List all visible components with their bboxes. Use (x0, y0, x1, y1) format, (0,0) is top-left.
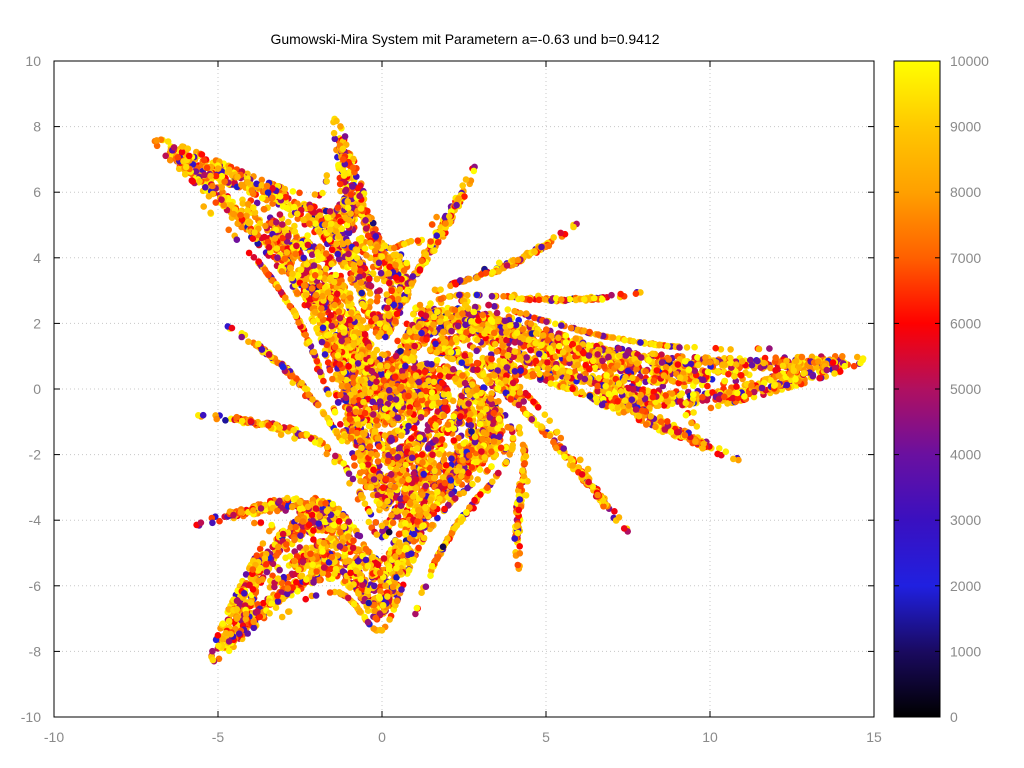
data-point (408, 238, 415, 245)
data-point (372, 519, 379, 526)
data-point (357, 533, 364, 540)
data-point (332, 136, 339, 143)
data-point (684, 344, 691, 351)
data-point (708, 405, 715, 412)
data-point (516, 543, 523, 550)
data-point (611, 508, 618, 515)
data-point (550, 234, 557, 241)
data-point (261, 206, 268, 213)
data-point (374, 276, 381, 283)
data-point (260, 540, 267, 547)
data-point (691, 344, 698, 351)
data-point (546, 417, 553, 424)
data-point (290, 188, 297, 195)
data-point (542, 411, 549, 418)
data-point (459, 182, 466, 189)
data-point (608, 292, 615, 299)
data-point (721, 378, 728, 385)
chart-title: Gumowski-Mira System mit Parametern a=-0… (270, 31, 659, 47)
data-point (427, 300, 434, 307)
data-point (296, 190, 303, 197)
data-point (725, 371, 732, 378)
data-point (552, 321, 559, 328)
data-point (276, 567, 283, 574)
scatter-chart: Gumowski-Mira System mit Parametern a=-0… (0, 0, 1024, 768)
data-points (152, 116, 867, 665)
data-point (245, 338, 252, 345)
data-point (222, 417, 229, 424)
data-point (327, 589, 334, 596)
data-point (427, 572, 434, 579)
data-point (246, 250, 253, 257)
data-point (280, 574, 287, 581)
